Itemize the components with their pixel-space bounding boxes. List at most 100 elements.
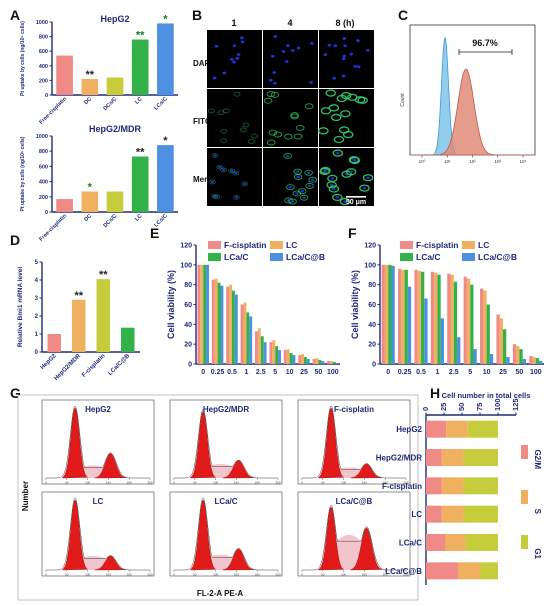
x-tick-label: 25 (499, 369, 507, 376)
bar (298, 355, 302, 364)
histogram-sample-label: F-cisplatin (334, 405, 374, 414)
bar (306, 359, 310, 364)
panel-letter-d: D (10, 232, 20, 248)
y-tick-label: 80 (368, 282, 376, 289)
cell-signal (233, 194, 240, 200)
nucleus (232, 44, 237, 48)
bar (283, 350, 287, 364)
bar (506, 357, 510, 364)
y-tick-label: 60 (368, 302, 376, 309)
bar (539, 361, 543, 364)
y-tick-label: 0 (372, 362, 376, 369)
bar (226, 286, 230, 364)
histogram-sample-label: LCa/C (214, 497, 237, 506)
chart-e-viability: 0 20 40 60 80 100 120 Cell viability (%) 0 0.25 0.… (166, 240, 340, 376)
histogram-x-tick-label: 150 (106, 573, 111, 577)
nucleus (291, 200, 295, 203)
x-tick-label: 10 (286, 369, 294, 376)
x-tick-label: LCs/C (153, 96, 168, 111)
bar (384, 264, 389, 364)
x-tick-label: 5 (273, 369, 277, 376)
bar-segment (463, 477, 498, 495)
nucleus (234, 196, 238, 199)
bar-segment (426, 449, 442, 466)
nucleus (210, 180, 214, 184)
histogram-trace (174, 409, 278, 479)
y-tick-label: 80 (184, 282, 192, 289)
histogram-x-tick-label: 50 (193, 481, 197, 485)
bar (391, 265, 395, 364)
y-tick-label: 600 (39, 49, 48, 55)
bar (292, 355, 296, 364)
bar (483, 290, 487, 364)
bar (81, 191, 99, 212)
y-tick-label: LCa/C@B (385, 567, 422, 576)
cell-signal (290, 113, 299, 120)
histogram-x-tick-label: 250 (147, 481, 152, 485)
bar-segment (426, 477, 442, 495)
histogram-x-tick-label: 100 (341, 481, 346, 485)
chart-title: HepG2 (100, 14, 129, 24)
y-axis-label: Cell viability (%) (350, 270, 360, 339)
x-tick-label: 0.5 (227, 369, 237, 376)
bar (249, 316, 253, 364)
cell-signal (207, 108, 215, 114)
x-tick-label: 25 (300, 369, 308, 376)
bar (414, 269, 418, 364)
panel-letter-c: C (398, 7, 408, 23)
x-tick-label: 1 (435, 369, 439, 376)
histogram-x-tick-label: 200 (383, 573, 388, 577)
histogram-trace (302, 405, 406, 479)
g2-peak (350, 527, 383, 571)
bar (269, 342, 273, 364)
nucleus (353, 64, 357, 68)
cell-signal (288, 198, 297, 205)
y-tick-label: 100 (364, 262, 376, 269)
microscopy-col-label: 1 (231, 18, 236, 28)
cell-signal (211, 153, 219, 158)
cell-cycle-y-label: Number (21, 481, 30, 511)
cell-signal (304, 169, 313, 176)
bar (106, 77, 124, 95)
nucleus (286, 154, 290, 157)
x-tick-label: LCa/C@B (107, 353, 131, 377)
bar (272, 340, 276, 364)
histogram-x-tick-label: 100 (85, 481, 90, 485)
bar (486, 304, 490, 364)
cell-signal (345, 168, 357, 176)
y-axis-label: Cell viability (%) (166, 270, 176, 339)
bar-segment (480, 562, 498, 580)
bar (131, 156, 149, 212)
bar (257, 328, 261, 364)
legend-label: F-cisplatin (224, 240, 267, 250)
cell-signal (359, 184, 370, 192)
histogram-sample-label: HepG2 (85, 405, 111, 414)
bar (499, 318, 503, 364)
nucleus (270, 54, 275, 58)
x-tick-label: DCs/C (102, 213, 118, 229)
nucleus (300, 189, 304, 193)
histogram-trace (302, 504, 406, 571)
cell-signal (286, 184, 295, 191)
histogram-x-tick-label: 150 (362, 481, 367, 485)
bar (81, 78, 99, 95)
cell-signal (336, 94, 348, 103)
bar (503, 329, 507, 364)
cell-signal (220, 167, 227, 173)
bar (214, 278, 218, 364)
bar (203, 264, 207, 364)
histogram-trace (174, 497, 278, 571)
y-tick-label: 200 (39, 195, 48, 201)
nucleus (341, 74, 346, 78)
nucleus (284, 60, 289, 63)
bar (470, 284, 474, 364)
y-tick-label: 2 (35, 314, 39, 320)
bar (327, 361, 330, 364)
flow-histogram: Count 10⁰ 10¹ 10² 10³ 10⁴ 96.7% (400, 24, 536, 164)
bar (535, 358, 540, 364)
microscopy-row-label: Merge (193, 175, 217, 184)
nucleus (236, 53, 241, 56)
cell-signal (232, 170, 240, 176)
nucleus (243, 182, 247, 186)
x-tick-label: HepG2/MDR (53, 353, 82, 382)
